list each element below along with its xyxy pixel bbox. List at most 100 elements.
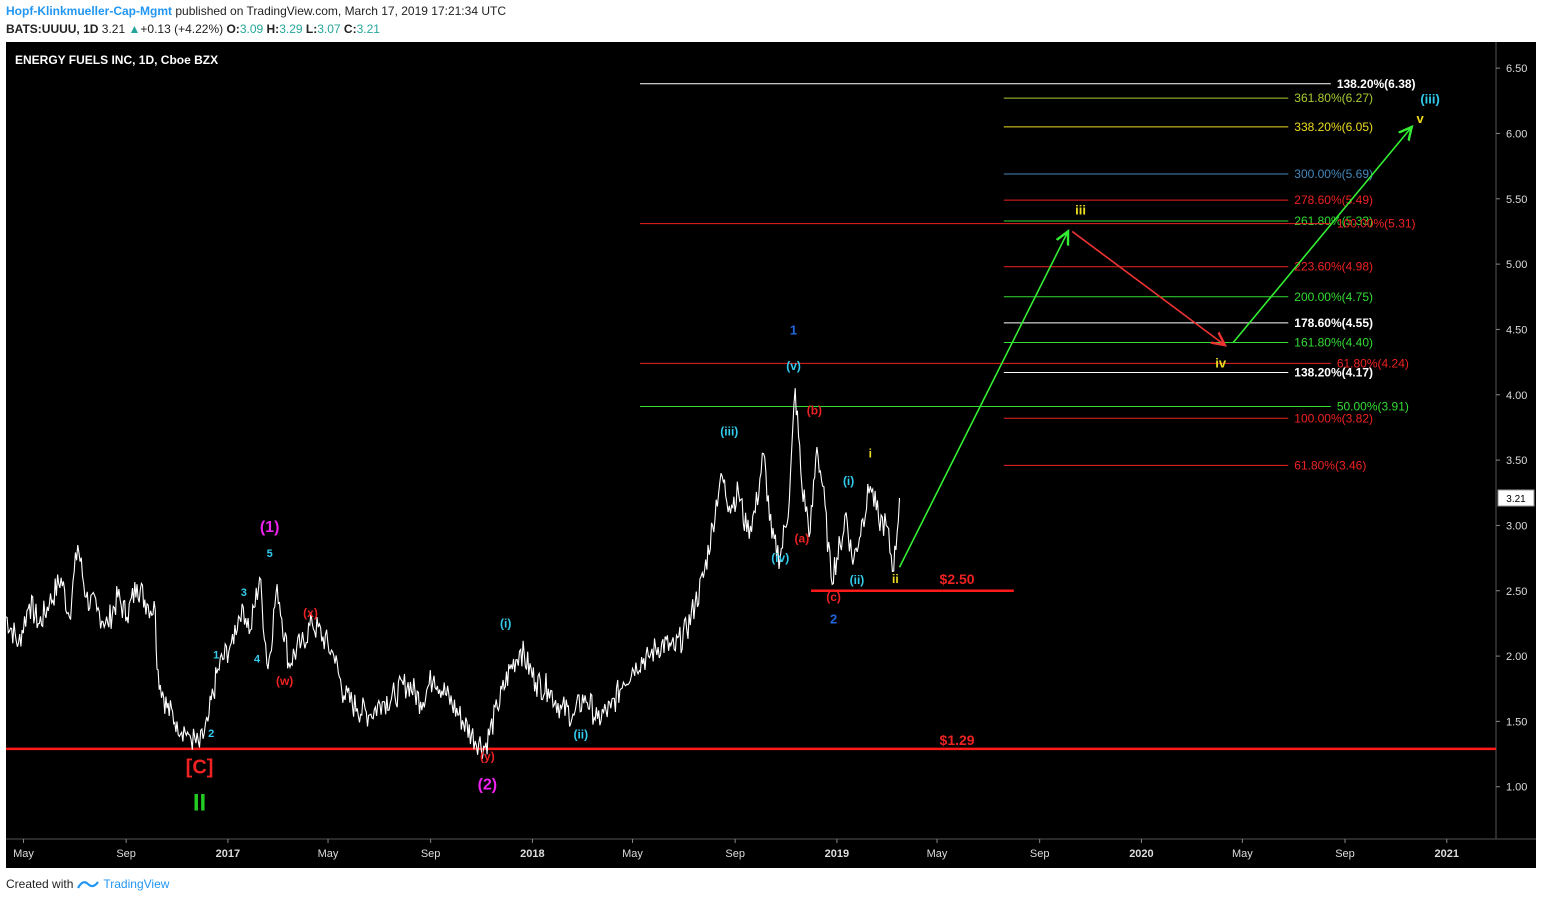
- wave-label: II: [193, 789, 206, 816]
- publish-line: Hopf-Klinkmueller-Cap-Mgmt published on …: [6, 4, 506, 18]
- y-tick-label: 4.00: [1506, 390, 1527, 402]
- y-tick-label: 5.00: [1506, 259, 1527, 271]
- x-tick-label: May: [1232, 848, 1253, 860]
- chart-panel[interactable]: ENERGY FUELS INC, 1D, Cboe BZX 6.50 6.00 5.…: [6, 42, 1536, 868]
- y-tick-label: 1.00: [1506, 782, 1527, 794]
- fib-level-label: 300.00%(5.69): [1294, 167, 1373, 181]
- fib-level-label: 338.20%(6.05): [1294, 120, 1373, 134]
- wave-label: 3: [241, 587, 247, 599]
- x-tick-label: 2021: [1435, 848, 1459, 860]
- wave-label: (y): [480, 750, 495, 764]
- low-value: 3.07: [317, 22, 341, 36]
- footer: Created with TradingView: [6, 877, 169, 891]
- fib-level-label: 361.80%(6.27): [1294, 91, 1373, 105]
- high-label: H:: [266, 22, 280, 36]
- fib-level-label: 100.00%(5.31): [1337, 217, 1416, 231]
- wave-label: (w): [276, 674, 293, 688]
- x-tick-label: Sep: [725, 848, 745, 860]
- wave-label: i: [869, 446, 872, 460]
- wave-label: (i): [843, 474, 854, 488]
- x-tick-label: May: [927, 848, 948, 860]
- fib-level-label: 61.80%(3.46): [1294, 458, 1366, 472]
- high-value: 3.29: [279, 22, 303, 36]
- wave-label: (i): [500, 616, 511, 630]
- wave-label: 4: [254, 654, 261, 666]
- wave-label: 5: [267, 548, 273, 560]
- x-tick-label: Sep: [421, 848, 441, 860]
- wave-label: 1: [213, 650, 219, 662]
- price-change: +0.13 (+4.22%): [140, 22, 224, 36]
- wave-label: (1): [260, 519, 280, 536]
- fib-level-label: 161.80%(4.40): [1294, 336, 1373, 350]
- wave-label: (iii): [1420, 91, 1440, 106]
- x-tick-label: May: [13, 848, 34, 860]
- fib-level-label: 138.20%(4.17): [1294, 366, 1373, 380]
- x-tick-label: 2018: [520, 848, 544, 860]
- x-tick-label: May: [318, 848, 339, 860]
- x-tick-label: Sep: [1335, 848, 1355, 860]
- chart-title: ENERGY FUELS INC, 1D, Cboe BZX: [15, 53, 218, 67]
- tradingview-brand[interactable]: TradingView: [103, 877, 170, 891]
- wave-label: (ii): [850, 573, 865, 587]
- chart-background: [6, 42, 1536, 868]
- wave-label: 2: [208, 728, 214, 740]
- wave-label: iii: [1075, 202, 1086, 217]
- up-arrow-icon: ▲: [128, 22, 141, 36]
- x-tick-label: May: [622, 848, 643, 860]
- tradingview-logo-icon: [77, 881, 100, 889]
- open-label: O:: [226, 22, 240, 36]
- close-value: 3.21: [356, 22, 380, 36]
- x-tick-label: 2017: [216, 848, 240, 860]
- last-price: 3.21: [101, 22, 126, 36]
- low-label: L:: [305, 22, 318, 36]
- wave-label: 1: [790, 323, 797, 338]
- fib-level-label: 178.60%(4.55): [1294, 316, 1373, 330]
- y-tick-label: 2.50: [1506, 586, 1527, 598]
- fib-level-label: 100.00%(3.82): [1294, 411, 1373, 425]
- x-tick-label: 2019: [825, 848, 849, 860]
- fib-level-label: 278.60%(5.49): [1294, 193, 1373, 207]
- y-tick-label: 3.00: [1506, 520, 1527, 532]
- wave-label: (v): [786, 359, 801, 373]
- wave-label: iv: [1215, 355, 1227, 370]
- wave-label: [C]: [186, 757, 214, 779]
- y-tick-label: 1.50: [1506, 716, 1527, 728]
- symbol-label: BATS:UUUU, 1D: [6, 22, 99, 36]
- wave-label: (iv): [771, 551, 789, 565]
- y-tick-label: 6.00: [1506, 128, 1527, 140]
- y-tick-label: 6.50: [1506, 63, 1527, 75]
- x-tick-label: 2020: [1129, 848, 1153, 860]
- last-price-tag-box: [1497, 489, 1535, 507]
- fib-level-label: 61.80%(4.24): [1337, 356, 1409, 370]
- y-tick-label: 5.50: [1506, 194, 1527, 206]
- price-chart[interactable]: ENERGY FUELS INC, 1D, Cboe BZX 6.50 6.00 5.…: [6, 42, 1536, 868]
- wave-label: (2): [478, 776, 498, 793]
- fib-level-label: 223.60%(4.98): [1294, 260, 1373, 274]
- wave-label: 2: [830, 611, 837, 626]
- wave-label: (a): [795, 531, 810, 545]
- x-tick-label: Sep: [1030, 848, 1050, 860]
- author-name[interactable]: Hopf-Klinkmueller-Cap-Mgmt: [6, 4, 172, 18]
- wave-label: $2.50: [940, 571, 975, 587]
- publish-info: published on TradingView.com, March 17, …: [175, 4, 506, 18]
- fib-level-label: 200.00%(4.75): [1294, 290, 1373, 304]
- close-label: C:: [343, 22, 357, 36]
- wave-label: (iii): [720, 424, 738, 438]
- wave-label: (x): [303, 606, 318, 620]
- x-tick-label: Sep: [116, 848, 136, 860]
- wave-label: (b): [807, 403, 822, 417]
- wave-label: (c): [826, 590, 841, 604]
- fib-level-label: 50.00%(3.91): [1337, 400, 1409, 414]
- wave-label: $1.29: [940, 732, 975, 748]
- last-price-tag: 3.21: [1506, 494, 1526, 505]
- y-tick-label: 2.00: [1506, 651, 1527, 663]
- wave-label: v: [1416, 111, 1424, 126]
- open-value: 3.09: [239, 22, 264, 36]
- ohlc-line: BATS:UUUU, 1D 3.21 ▲+0.13 (+4.22%) O:3.0…: [6, 22, 380, 36]
- created-with-label: Created with: [6, 877, 74, 891]
- projection-arrow: [898, 231, 1068, 568]
- y-tick-label: 4.50: [1506, 324, 1527, 336]
- y-tick-label: 3.50: [1506, 455, 1527, 467]
- wave-label: ii: [892, 572, 899, 586]
- projection-arrow: [1232, 127, 1412, 344]
